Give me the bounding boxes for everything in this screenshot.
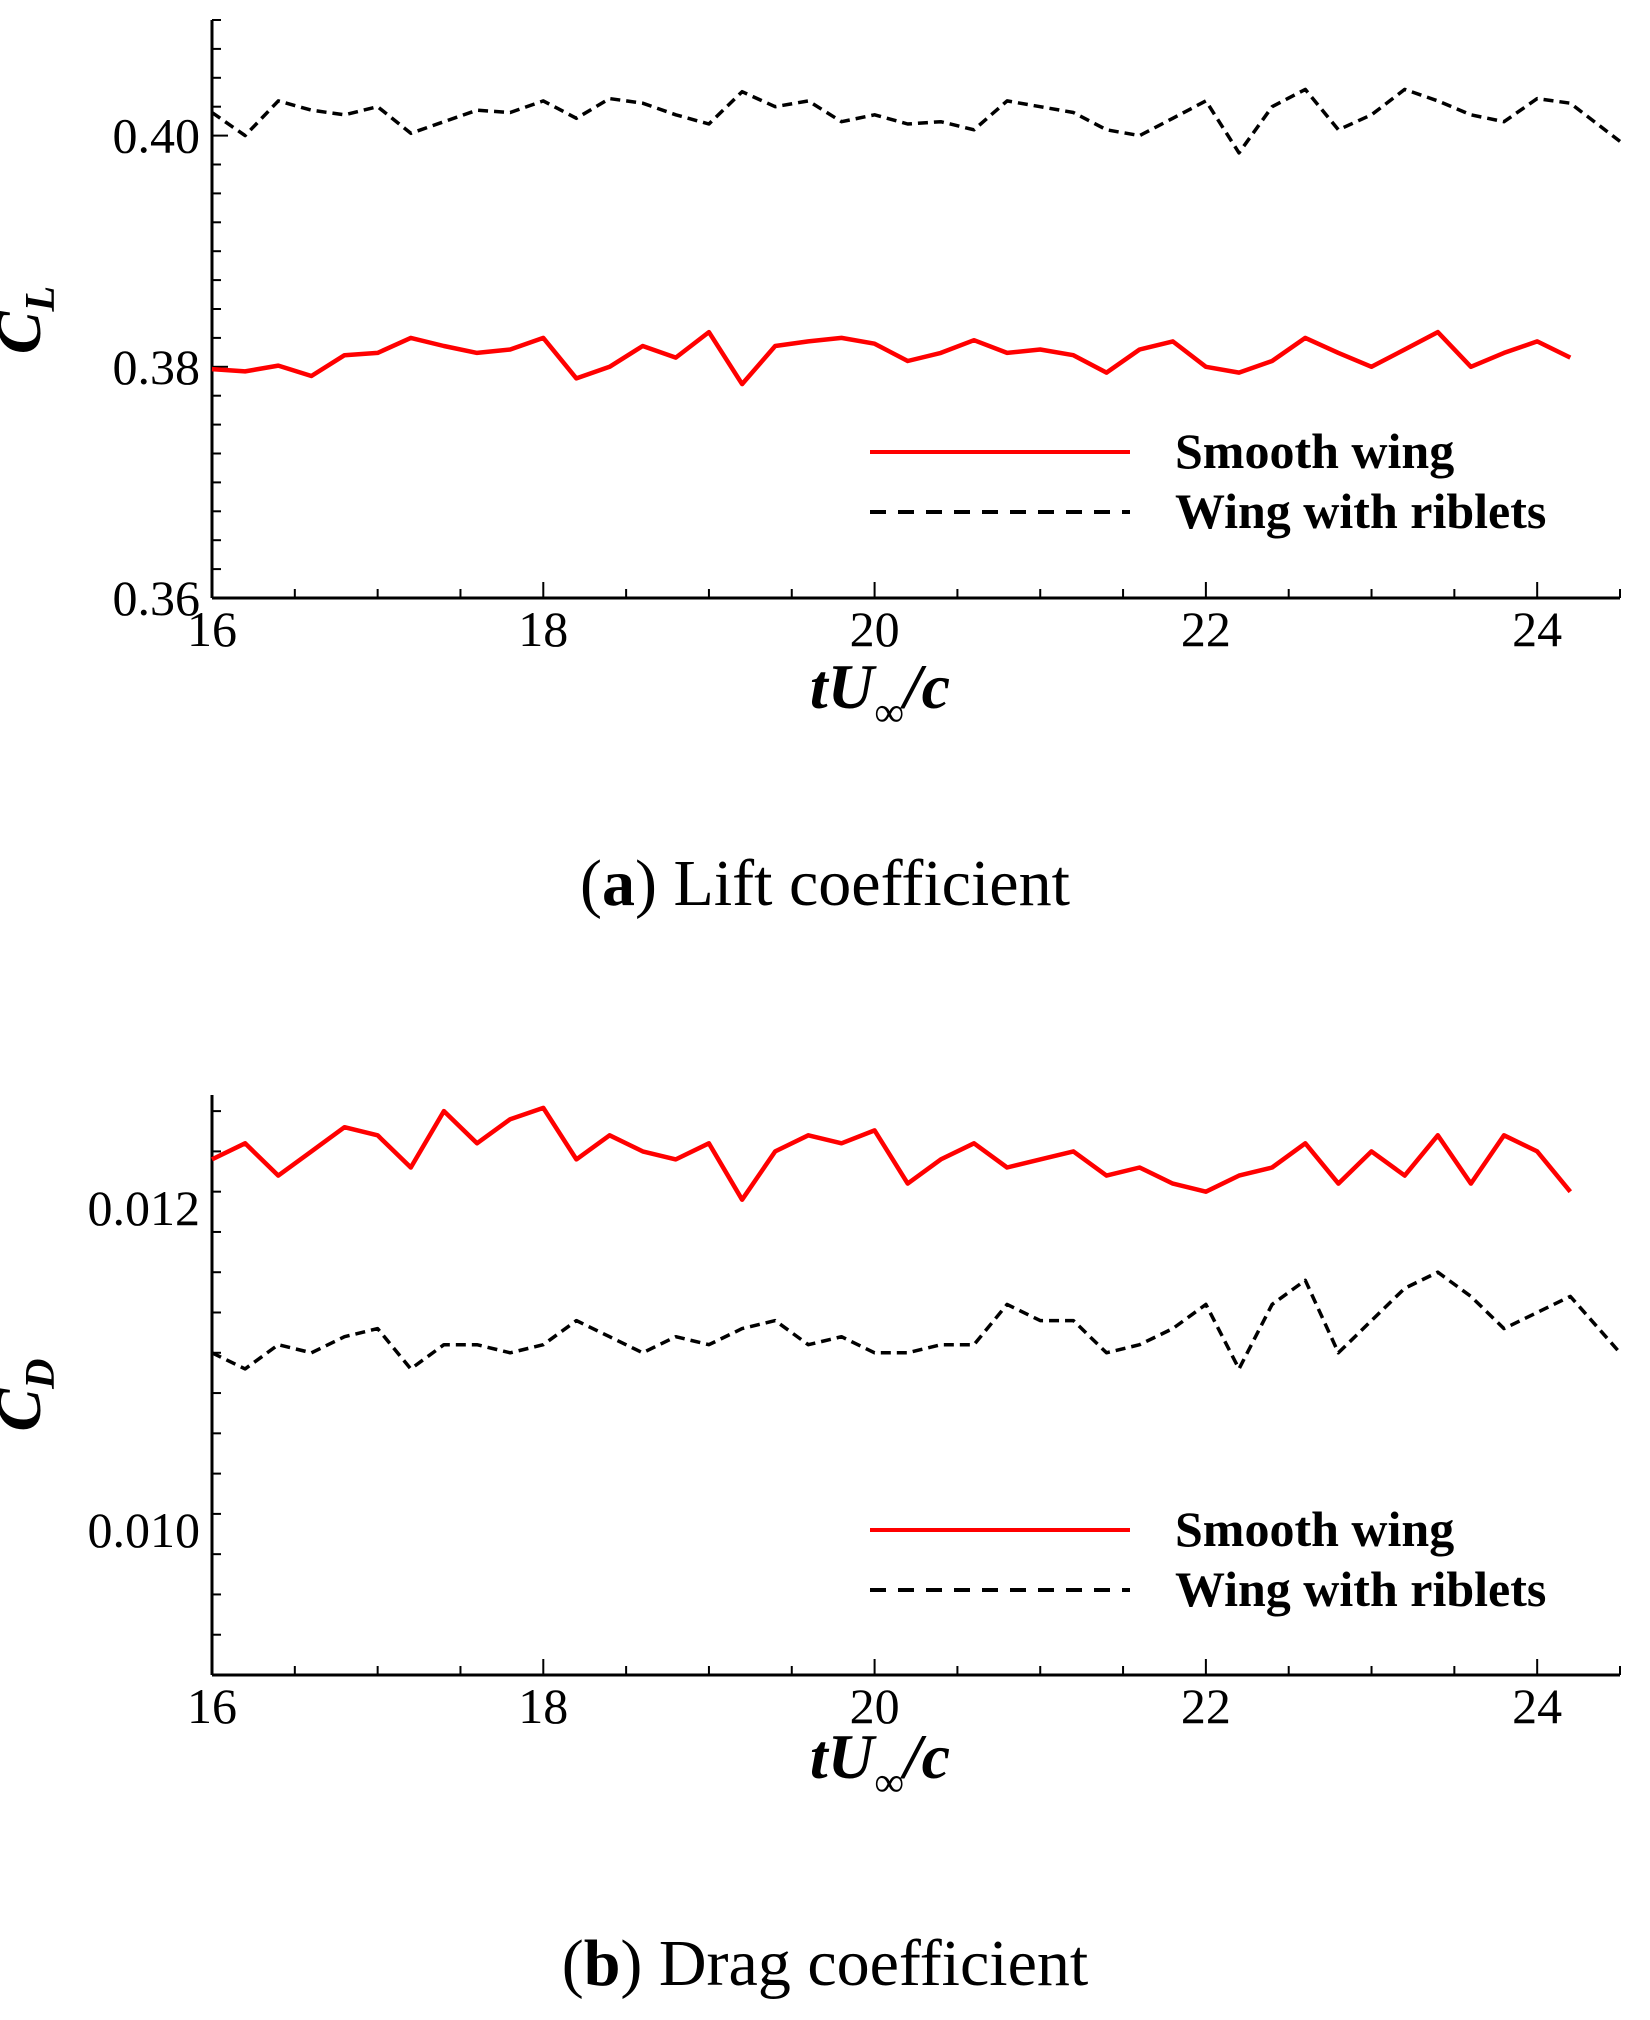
lift-x-axis-label: tU∞/c bbox=[810, 651, 950, 736]
drag-tick-labels: 16 18 20 22 24 0.010 0.012 bbox=[88, 1180, 1563, 1734]
lift-legend-smooth-label: Smooth wing bbox=[1175, 423, 1454, 479]
drag-x-axis-label: tU∞/c bbox=[810, 1721, 950, 1806]
drag-y-tick-label: 0.012 bbox=[88, 1180, 201, 1236]
drag-riblets-line bbox=[211, 1270, 1622, 1371]
lift-caption: (a) Lift coefficient bbox=[580, 847, 1070, 920]
drag-caption: (b) Drag coefficient bbox=[562, 1927, 1089, 2000]
lift-x-tick-label: 16 bbox=[187, 601, 237, 657]
lift-y-tick-label: 0.36 bbox=[113, 570, 201, 626]
lift-x-tick-label: 18 bbox=[518, 601, 568, 657]
drag-y-axis-label: CD bbox=[0, 1358, 64, 1431]
lift-riblets-line bbox=[210, 87, 1622, 155]
lift-smooth-wing-line bbox=[211, 329, 1572, 387]
drag-x-tick-label: 24 bbox=[1512, 1678, 1562, 1734]
lift-y-axis-label: CL bbox=[0, 286, 64, 354]
lift-x-tick-label: 22 bbox=[1181, 601, 1231, 657]
drag-x-tick-label: 20 bbox=[850, 1678, 900, 1734]
drag-legend-smooth-label: Smooth wing bbox=[1175, 1501, 1454, 1557]
drag-y-tick-label: 0.010 bbox=[88, 1502, 201, 1558]
lift-y-tick-label: 0.40 bbox=[113, 108, 201, 164]
drag-axes bbox=[210, 1095, 1621, 1677]
drag-x-tick-label: 18 bbox=[518, 1678, 568, 1734]
drag-legend-riblets-label: Wing with riblets bbox=[1175, 1561, 1546, 1617]
lift-legend: Smooth wing Wing with riblets bbox=[870, 423, 1546, 539]
lift-tick-labels: 16 18 20 22 24 0.36 0.38 0.40 bbox=[113, 108, 1563, 657]
lift-legend-riblets-label: Wing with riblets bbox=[1175, 483, 1546, 539]
lift-y-tick-label: 0.38 bbox=[113, 339, 201, 395]
lift-x-tick-label: 24 bbox=[1512, 601, 1562, 657]
panel-drag: 16 18 20 22 24 0.010 0.012 CD tU∞/c Smooth win… bbox=[0, 1095, 1622, 2000]
panel-lift: 16 18 20 22 24 0.36 0.38 0.40 CL tU∞/c Smooth w… bbox=[0, 19, 1622, 920]
lift-axes bbox=[210, 19, 1621, 600]
lift-series bbox=[210, 87, 1622, 387]
drag-smooth-wing-line bbox=[211, 1105, 1573, 1202]
drag-x-tick-label: 16 bbox=[187, 1678, 237, 1734]
drag-series bbox=[211, 1105, 1622, 1371]
drag-x-tick-label: 22 bbox=[1181, 1678, 1231, 1734]
lift-x-tick-label: 20 bbox=[850, 601, 900, 657]
drag-legend: Smooth wing Wing with riblets bbox=[870, 1501, 1546, 1617]
